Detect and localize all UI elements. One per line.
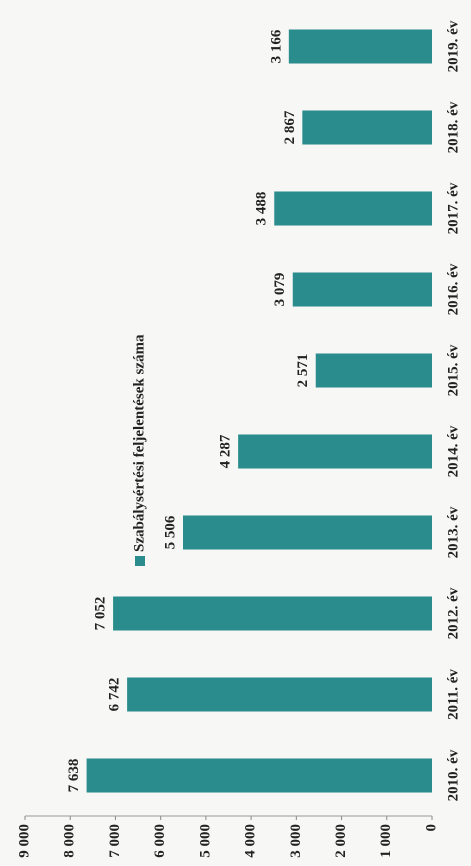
- x-tick-label: 2019. év: [445, 20, 461, 72]
- y-tick-label: 2 000: [333, 824, 349, 858]
- x-tick-label: 2017. év: [445, 182, 461, 234]
- rotated-chart: 0 1 000 2 000 3 000 4 000 5 000 6 000 7 000 8 00…: [16, 20, 461, 858]
- bar: [292, 272, 432, 307]
- value-label: 6 742: [107, 678, 123, 712]
- y-tick-label: 0: [423, 824, 439, 832]
- bar: [183, 515, 432, 550]
- y-tick-label: 6 000: [152, 824, 168, 858]
- y-tick-label: 7 000: [107, 824, 123, 858]
- bar: [238, 434, 432, 469]
- value-label: 5 506: [162, 515, 178, 549]
- x-tick-label: 2016. év: [445, 263, 461, 315]
- y-tick-label: 5 000: [197, 824, 213, 858]
- x-tick-label: 2015. év: [445, 344, 461, 396]
- bar: [86, 758, 432, 793]
- bar: [113, 596, 432, 631]
- value-label: 3 488: [254, 192, 270, 226]
- value-label: 2 571: [295, 354, 311, 388]
- value-label: 3 079: [272, 273, 288, 307]
- x-tick-label: 2018. év: [445, 101, 461, 153]
- y-tick-label: 1 000: [378, 824, 394, 858]
- bar: [274, 191, 432, 226]
- value-label: 3 166: [268, 29, 284, 63]
- y-tick-label: 4 000: [243, 824, 259, 858]
- x-tick-label: 2013. év: [445, 506, 461, 558]
- bar: [288, 29, 432, 64]
- legend-swatch: [135, 556, 145, 566]
- x-tick-label: 2012. év: [445, 587, 461, 639]
- bar: [127, 677, 432, 712]
- bar: [315, 353, 433, 388]
- value-label: 7 052: [93, 597, 109, 631]
- bar: [302, 110, 433, 145]
- x-tick-label: 2014. év: [445, 425, 461, 477]
- y-tick-label: 3 000: [288, 824, 304, 858]
- y-tick-label: 9 000: [16, 824, 32, 858]
- value-label: 2 867: [282, 110, 298, 144]
- legend-label: Szabálysértési feljelentések száma: [131, 334, 147, 552]
- y-tick-label: 8 000: [62, 824, 78, 858]
- x-tick-label: 2011. év: [445, 669, 461, 720]
- value-label: 7 638: [66, 759, 82, 793]
- value-label: 4 287: [218, 434, 234, 468]
- x-tick-label: 2010. év: [445, 749, 461, 801]
